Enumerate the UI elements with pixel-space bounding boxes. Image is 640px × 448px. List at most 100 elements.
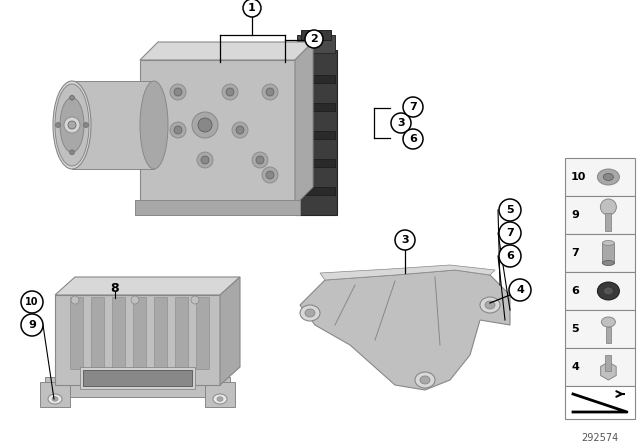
Ellipse shape — [300, 305, 320, 321]
Text: 2: 2 — [310, 34, 318, 44]
Bar — [91, 297, 104, 369]
Circle shape — [395, 230, 415, 250]
Bar — [565, 196, 635, 234]
Polygon shape — [320, 265, 495, 280]
Circle shape — [266, 88, 274, 96]
Bar — [135, 200, 300, 215]
Circle shape — [170, 84, 186, 100]
Ellipse shape — [420, 376, 430, 384]
Ellipse shape — [602, 241, 614, 246]
Bar — [175, 297, 188, 369]
Ellipse shape — [485, 301, 495, 309]
Circle shape — [266, 171, 274, 179]
Polygon shape — [220, 277, 240, 385]
Text: 4: 4 — [571, 362, 579, 372]
Circle shape — [197, 152, 213, 168]
Ellipse shape — [604, 287, 613, 295]
Bar — [565, 348, 635, 386]
Ellipse shape — [604, 173, 613, 181]
Bar — [112, 297, 125, 369]
Bar — [154, 297, 167, 369]
Text: 7: 7 — [506, 228, 514, 238]
Bar — [83, 370, 192, 386]
Polygon shape — [295, 50, 337, 215]
Ellipse shape — [597, 169, 620, 185]
Circle shape — [201, 156, 209, 164]
Circle shape — [256, 156, 264, 164]
Bar — [55, 295, 220, 385]
Bar — [297, 35, 335, 53]
Bar — [70, 297, 83, 369]
Circle shape — [131, 296, 139, 304]
Circle shape — [499, 222, 521, 244]
Text: 4: 4 — [516, 285, 524, 295]
Polygon shape — [600, 362, 616, 380]
Bar — [80, 367, 195, 389]
Ellipse shape — [55, 84, 89, 166]
Text: 3: 3 — [401, 235, 409, 245]
Bar — [297, 159, 335, 167]
Polygon shape — [140, 42, 313, 60]
Bar — [133, 297, 146, 369]
Bar — [565, 234, 635, 272]
Circle shape — [305, 30, 323, 48]
Circle shape — [170, 122, 186, 138]
Circle shape — [262, 84, 278, 100]
Text: 7: 7 — [409, 102, 417, 112]
Ellipse shape — [597, 282, 620, 300]
Text: 5: 5 — [506, 205, 514, 215]
Bar — [565, 310, 635, 348]
Circle shape — [509, 279, 531, 301]
Polygon shape — [295, 42, 313, 205]
Circle shape — [600, 199, 616, 215]
Bar — [565, 272, 635, 310]
Circle shape — [70, 150, 74, 155]
Circle shape — [83, 122, 88, 128]
Ellipse shape — [217, 397, 223, 401]
Circle shape — [56, 122, 61, 128]
Circle shape — [236, 126, 244, 134]
Circle shape — [21, 314, 43, 336]
Circle shape — [499, 199, 521, 221]
Bar — [565, 158, 635, 196]
Circle shape — [174, 126, 182, 134]
Polygon shape — [300, 270, 510, 390]
Circle shape — [403, 129, 423, 149]
Bar — [605, 213, 611, 231]
Ellipse shape — [602, 260, 614, 266]
Ellipse shape — [213, 394, 227, 404]
Bar — [72, 81, 154, 169]
Ellipse shape — [53, 81, 91, 169]
Circle shape — [226, 88, 234, 96]
Circle shape — [262, 167, 278, 183]
Bar — [301, 30, 331, 40]
Text: 1: 1 — [248, 3, 256, 13]
Bar — [140, 60, 295, 205]
Bar — [297, 75, 335, 83]
Text: 9: 9 — [571, 210, 579, 220]
Circle shape — [232, 122, 248, 138]
Circle shape — [252, 152, 268, 168]
Circle shape — [21, 291, 43, 313]
Circle shape — [243, 0, 261, 17]
Text: 292574: 292574 — [581, 433, 619, 443]
Bar — [45, 377, 230, 397]
Ellipse shape — [305, 309, 315, 317]
Bar — [606, 327, 611, 343]
Ellipse shape — [602, 317, 616, 327]
Ellipse shape — [52, 397, 58, 401]
Text: 6: 6 — [571, 286, 579, 296]
Circle shape — [174, 88, 182, 96]
Circle shape — [191, 296, 199, 304]
Text: 8: 8 — [111, 281, 119, 294]
Text: 3: 3 — [397, 118, 405, 128]
Ellipse shape — [60, 98, 84, 152]
Text: 6: 6 — [409, 134, 417, 144]
Circle shape — [222, 84, 238, 100]
Bar — [565, 386, 635, 419]
Circle shape — [391, 113, 411, 133]
Ellipse shape — [140, 81, 168, 169]
Circle shape — [68, 121, 76, 129]
Ellipse shape — [48, 394, 62, 404]
Bar — [196, 297, 209, 369]
